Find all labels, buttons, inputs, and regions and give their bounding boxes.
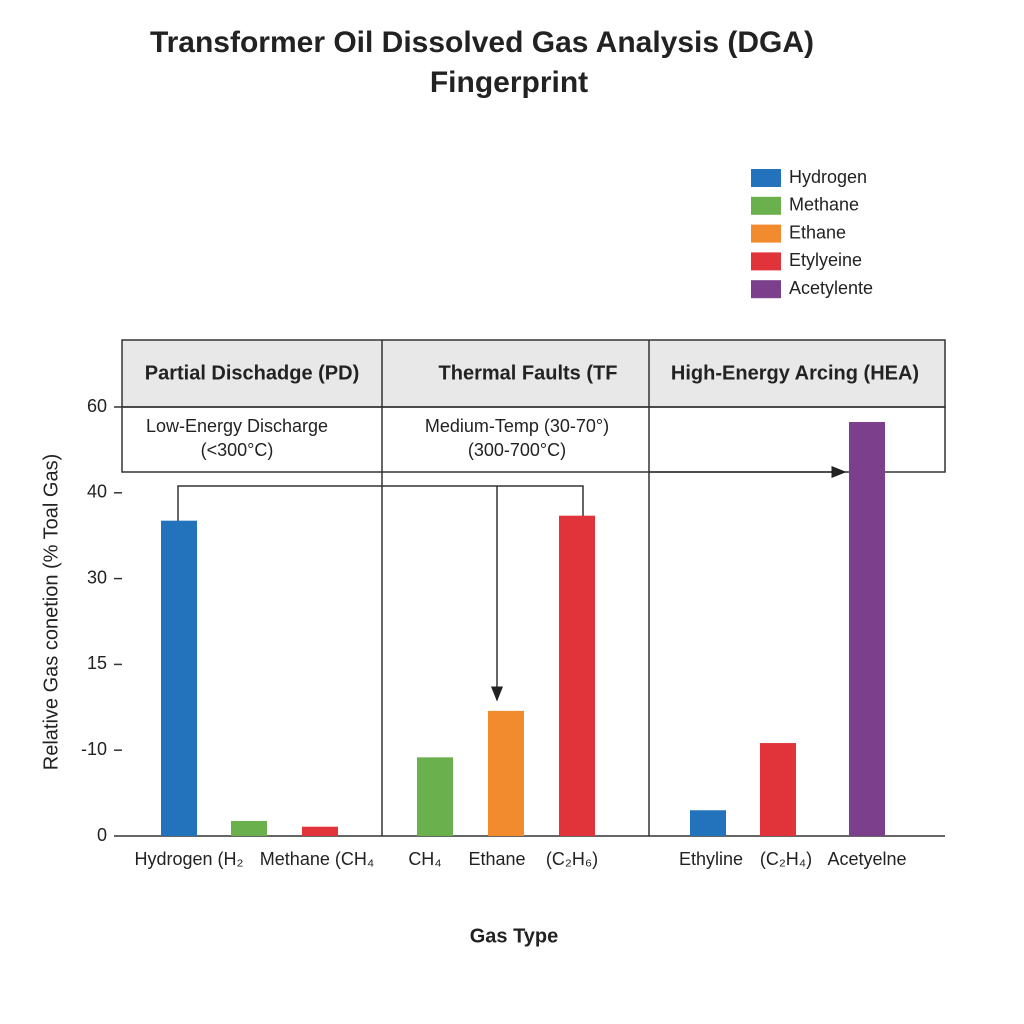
bar xyxy=(849,422,885,836)
legend-swatch xyxy=(751,252,781,271)
panel-header xyxy=(121,339,946,408)
y-tick-label: 30 xyxy=(87,567,107,587)
x-tick-label: Acetyelne xyxy=(827,849,906,869)
x-axis-label: Gas Type xyxy=(470,925,559,947)
bar xyxy=(488,710,524,836)
x-tick-label: Hydrogen (H₂ xyxy=(134,849,243,869)
legend-swatch xyxy=(751,280,781,299)
y-tick-label: 15 xyxy=(87,653,107,673)
legend-swatch xyxy=(751,224,781,243)
chart-title: Fingerprint xyxy=(430,66,588,99)
chart-title: Transformer Oil Dissolved Gas Analysis (… xyxy=(150,26,814,59)
y-tick-label: -10 xyxy=(81,739,107,759)
panel-title: High-Energy Arcing (HEA) xyxy=(671,362,919,384)
legend-label: Methane xyxy=(789,195,859,215)
y-tick-label: 0 xyxy=(97,825,107,845)
panel-note: Low-Energy Discharge xyxy=(146,416,328,436)
y-tick-label: 60 xyxy=(87,396,107,416)
legend-label: Etylyeine xyxy=(789,250,862,270)
legend-label: Hydrogen xyxy=(789,167,867,187)
legend-label: Acetylente xyxy=(789,278,873,298)
panel-note: Medium-Temp (30-70°) xyxy=(425,416,609,436)
bar xyxy=(760,743,796,836)
y-tick-label: 40 xyxy=(87,482,107,502)
legend-swatch xyxy=(751,169,781,187)
y-axis-label: Relative Gas conetion (% Toal Gas) xyxy=(40,454,62,770)
x-tick-label: Methane (CH₄ xyxy=(260,849,374,869)
legend-swatch xyxy=(751,196,781,215)
x-tick-label: (C₂H₄) xyxy=(760,849,812,869)
panel-note: (300-700°C) xyxy=(468,440,566,460)
panel-title: Thermal Faults (TF xyxy=(439,362,618,384)
legend-label: Ethane xyxy=(789,222,846,242)
bar xyxy=(559,515,595,836)
bar xyxy=(231,820,267,836)
x-tick-label: CH₄ xyxy=(408,849,441,869)
x-tick-label: Ethane xyxy=(468,849,525,869)
bar xyxy=(161,520,197,836)
connector xyxy=(177,485,584,521)
x-tick-label: Ethyline xyxy=(679,849,743,869)
x-tick-label: (C₂H₆) xyxy=(546,849,598,869)
bar xyxy=(302,826,338,836)
panel-note: (<300°C) xyxy=(201,440,274,460)
panel-title: Partial Dischadge (PD) xyxy=(145,362,360,384)
panel-notes xyxy=(121,406,946,473)
bar xyxy=(690,810,726,836)
bar xyxy=(417,757,453,836)
